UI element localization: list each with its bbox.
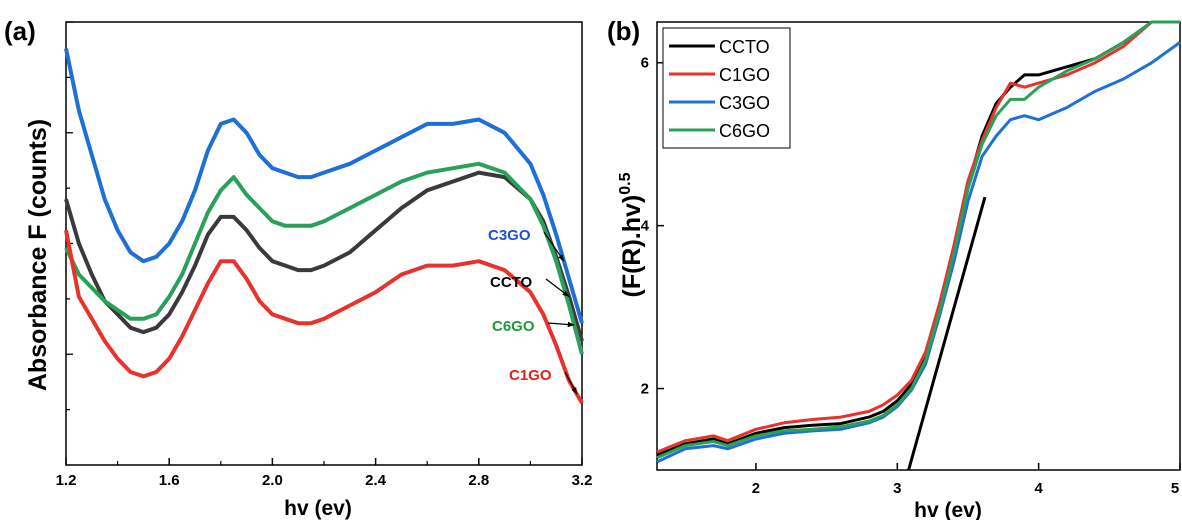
annotation-ccto: CCTO xyxy=(490,274,533,291)
annotation-c6go: C6GO xyxy=(492,318,535,335)
panel-a-annotations: C3GO CCTO C6GO C1GO xyxy=(488,227,578,395)
x-tick-label: 2 xyxy=(752,480,760,497)
x-tick-label: 3 xyxy=(893,480,901,497)
panel-b-y-axis-label-main: (F(R).hv) xyxy=(618,195,646,298)
x-tick-label: 3.2 xyxy=(572,472,593,489)
panel-b-y-axis-label-exp: 0.5 xyxy=(617,172,634,194)
y-tick-label: 2 xyxy=(641,381,649,398)
annotation-arrowhead xyxy=(558,254,564,262)
panel-a-label: (a) xyxy=(4,16,36,46)
panel-a-lines xyxy=(64,48,584,405)
panel-b-frame xyxy=(656,21,1181,471)
panel-a-ticks: 1.2 1.6 2.0 2.4 2.8 3.2 xyxy=(56,21,593,489)
panel-b-y-axis-label: (F(R).hv)0.5 xyxy=(617,172,646,297)
legend-box xyxy=(662,27,791,149)
legend-label-c3go: C3GO xyxy=(719,93,770,113)
series-line-c1go xyxy=(656,20,1180,454)
annotation-c3go: C3GO xyxy=(488,227,531,244)
annotation-arrowhead xyxy=(571,387,577,395)
annotation-arrowhead xyxy=(562,290,570,297)
panel-b-lines xyxy=(656,20,1181,464)
series-line-c6go xyxy=(64,161,584,355)
x-tick-label: 2.0 xyxy=(262,472,283,489)
panel-a-x-axis-label: hv (ev) xyxy=(284,497,352,520)
panel-b-ticks: 2 3 4 5 2 4 6 xyxy=(641,55,1181,497)
panel-a-y-axis-label: Absorbance F (counts) xyxy=(24,119,52,391)
x-tick-label: 1.2 xyxy=(56,472,77,489)
panel-b: (b) 2 3 4 5 2 4 6 CCTO C1GO C3GO C6GO hv (ev) (F(… xyxy=(607,16,1181,520)
y-tick-label: 6 xyxy=(641,55,649,72)
x-tick-label: 2.8 xyxy=(468,472,489,489)
x-tick-label: 1.6 xyxy=(159,472,180,489)
panel-b-label: (b) xyxy=(607,16,640,46)
panel-b-x-axis-label: hv (ev) xyxy=(914,499,982,520)
series-line-c3go xyxy=(64,48,584,324)
tangent-line xyxy=(907,196,987,471)
panel-a: (a) 1.2 1.6 2.0 2.4 2.8 3.2 C3GOCCTOC6GOC1GO … xyxy=(4,16,592,520)
series-line-ccto xyxy=(64,170,584,342)
series-line-c1go xyxy=(64,229,584,405)
y-tick-label: 4 xyxy=(641,218,650,235)
x-tick-label: 4 xyxy=(1034,480,1043,497)
legend-label-c1go: C1GO xyxy=(719,65,770,85)
legend-label-ccto: CCTO xyxy=(719,37,770,57)
x-tick-label: 5 xyxy=(1171,480,1179,497)
annotation-arrowhead xyxy=(567,321,575,328)
series-line-c6go xyxy=(656,20,1180,460)
legend-label-c6go: C6GO xyxy=(719,121,770,141)
annotation-c1go: C1GO xyxy=(509,367,552,384)
legend: CCTO C1GO C3GO C6GO xyxy=(662,27,791,149)
x-tick-label: 2.4 xyxy=(365,472,387,489)
